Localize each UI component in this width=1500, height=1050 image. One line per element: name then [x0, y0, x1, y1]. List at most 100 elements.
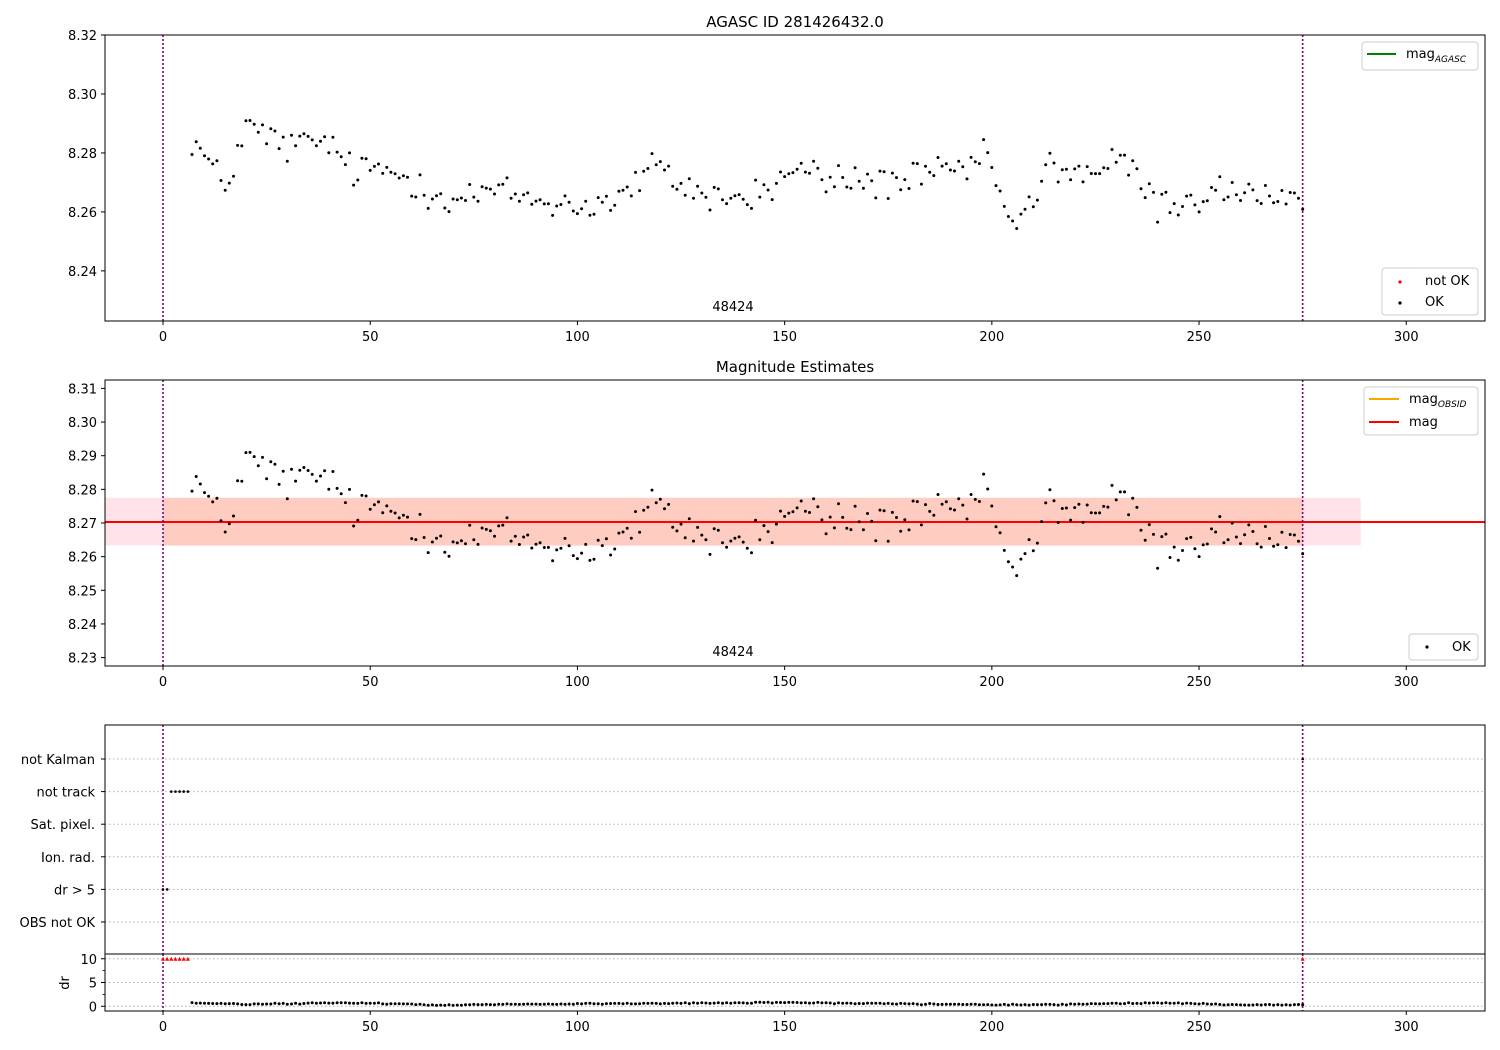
panel-2-ok-point-250: [1226, 538, 1230, 542]
panel-1-ok-point-145: [791, 171, 795, 175]
dr-point-104: [621, 1002, 625, 1006]
panel-1-ok-point-253: [1239, 199, 1242, 202]
dr-point-40: [356, 1001, 360, 1005]
panel-2-ok-point-252: [1234, 535, 1238, 539]
dr-point-202: [1027, 1003, 1031, 1007]
panel-2-ok-point-103: [617, 531, 621, 535]
panel-1-ok-point-49: [393, 172, 397, 176]
panel-1-ok-point-122: [696, 184, 700, 188]
panel-2-ok-point-9: [227, 522, 231, 526]
panel-2-ok-point-5: [211, 500, 215, 504]
panel-1-ok-point-100: [604, 194, 608, 198]
dr-point-130: [729, 1001, 733, 1005]
dr-point-99: [600, 1002, 604, 1006]
dr-point-86: [546, 1002, 550, 1006]
panel-2-ok-point-185: [957, 497, 961, 501]
panel-2-ok-point-162: [861, 528, 865, 532]
panel-2-ok-point-221: [1106, 505, 1110, 509]
panel-1-ok-point-190: [977, 162, 981, 166]
panel-1-ok-point-207: [1048, 151, 1052, 155]
panel-1-ok-point-151: [816, 166, 820, 170]
dr-point-22: [281, 1001, 285, 1005]
panel-2-ok-point-211: [1064, 506, 1068, 510]
dr-point-134: [745, 1001, 749, 1005]
panel-2-ok-point-12: [240, 479, 244, 483]
dr-point-186: [961, 1003, 965, 1006]
dr-point-181: [940, 1002, 944, 1006]
panel-1-ok-point-233: [1156, 220, 1160, 224]
dr-point-245: [1205, 1002, 1209, 1006]
panel-2-ok-point-190: [977, 500, 981, 503]
dr-point-79: [517, 1002, 521, 1006]
panel-2-ok-point-83: [534, 542, 538, 546]
panel-1-ok-point-143: [783, 175, 787, 179]
panel-1-ok-point-229: [1139, 187, 1143, 191]
panel-1-ok-point-163: [866, 172, 869, 176]
panel-1-ok-point-10: [232, 174, 235, 178]
panel-1-xtick-label-6: 300: [1394, 330, 1419, 345]
panel-1-ok-point-245: [1205, 199, 1209, 203]
panel-1-ok-point-11: [236, 143, 240, 147]
panel-1-ok-point-219: [1098, 172, 1102, 176]
panel-1-ytick-label-0: 8.24: [68, 265, 97, 280]
flag-label-4: dr > 5: [54, 883, 95, 898]
panel-2-ok-point-245: [1205, 542, 1209, 546]
dr-point-255: [1247, 1003, 1251, 1007]
dr-point-175: [915, 1002, 919, 1006]
panel-2-ok-point-182: [944, 500, 948, 504]
panel-2-ok-point-242: [1193, 547, 1197, 551]
panel-2-ok-point-180: [936, 493, 940, 496]
panel-2-ok-point-171: [899, 529, 903, 533]
panel-1-ok-point-33: [327, 151, 331, 155]
panel-2-ok-point-59: [435, 536, 438, 540]
panel-2-ok-point-236: [1168, 556, 1172, 559]
panel-1-ok-point-44: [372, 164, 376, 168]
panel-1-ok-point-91: [567, 200, 571, 204]
flag-point-0-4: [186, 790, 190, 793]
panel-1-ok-point-27: [302, 132, 306, 136]
dr-point-264: [1284, 1003, 1288, 1007]
panel-2-ok-point-175: [915, 500, 919, 504]
panel-4-ytick-label-0: 0: [89, 1000, 97, 1015]
dr-point-224: [1118, 1002, 1122, 1006]
panel-2-ok-point-81: [526, 533, 530, 537]
panel-1-ok-point-206: [1044, 163, 1048, 167]
dr-point-241: [1189, 1001, 1193, 1005]
panel-2-ok-point-235: [1164, 532, 1168, 536]
dr-point-225: [1123, 1002, 1126, 1006]
dr-point-157: [841, 1001, 845, 1005]
panel-2-ok-point-213: [1073, 506, 1077, 510]
panel-1-ok-point-234: [1160, 192, 1164, 196]
panel-2-ok-point-195: [998, 531, 1002, 535]
dr-point-164: [870, 1001, 874, 1005]
dr-point-91: [567, 1002, 571, 1006]
dr-point-210: [1060, 1002, 1064, 1006]
panel-1-ok-point-42: [364, 157, 368, 161]
dr-point-60: [439, 1003, 443, 1007]
panel-2-ytick-label-1: 8.24: [68, 618, 97, 633]
panel-1-ok-point-224: [1118, 153, 1122, 157]
panel-1-ok-point-189: [973, 160, 977, 164]
dr-point-103: [617, 1001, 621, 1005]
panel-2-ok-point-149: [808, 511, 811, 514]
dr-point-118: [679, 1001, 683, 1005]
panel-1-ok-point-43: [368, 168, 372, 172]
panel-1-ok-point-168: [886, 197, 890, 200]
panel-1-ok-point-58: [430, 197, 434, 201]
panel-1-ok-point-242: [1193, 203, 1197, 207]
panel-2-ok-point-120: [687, 517, 691, 521]
dr-point-227: [1131, 1002, 1135, 1005]
dr-point-28: [306, 1001, 310, 1005]
panel-2-ok-point-51: [401, 513, 405, 517]
dr-point-15: [252, 1002, 256, 1006]
panel-2-ok-point-262: [1276, 543, 1280, 547]
panel-4-xtick-label-1: 50: [362, 1020, 379, 1035]
panel-2-ok-point-76: [505, 516, 509, 520]
panel-2-ok-point-218: [1094, 511, 1097, 515]
dr-point-194: [994, 1003, 998, 1007]
panel-1-ok-point-182: [944, 162, 948, 166]
dr-point-46: [381, 1002, 385, 1006]
panel-1-ok-point-148: [803, 170, 807, 174]
panel-1-ok-point-106: [629, 194, 633, 198]
dr-point-37: [343, 1001, 347, 1005]
